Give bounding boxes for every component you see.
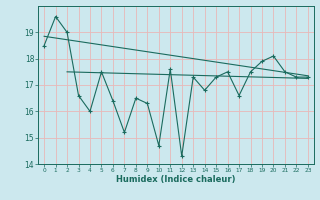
X-axis label: Humidex (Indice chaleur): Humidex (Indice chaleur) bbox=[116, 175, 236, 184]
